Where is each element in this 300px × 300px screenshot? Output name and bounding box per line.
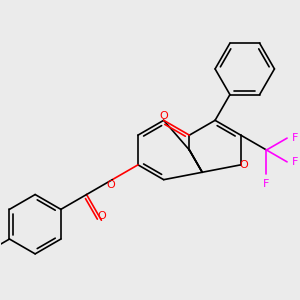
Text: O: O	[159, 111, 168, 121]
Text: F: F	[292, 157, 298, 167]
Text: O: O	[106, 180, 115, 190]
Text: F: F	[263, 179, 270, 189]
Text: F: F	[292, 133, 298, 143]
Text: O: O	[97, 211, 106, 221]
Text: O: O	[239, 160, 248, 170]
